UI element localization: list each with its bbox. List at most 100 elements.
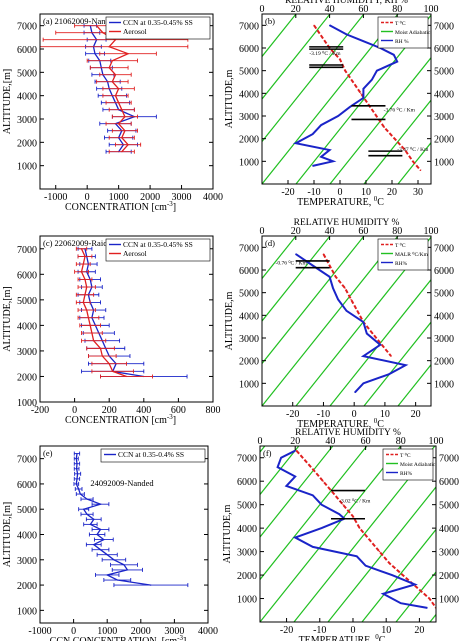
x-tick-label: 2000 bbox=[131, 626, 151, 637]
y-tick-label: 4000 bbox=[239, 89, 259, 100]
data-point bbox=[106, 554, 108, 556]
y-axis-label: ALTITUDE,m bbox=[224, 291, 235, 350]
x-axis-label: CCN CONCENTRATION, [cm-3] bbox=[50, 634, 187, 641]
data-point bbox=[285, 485, 287, 487]
y-tick-label: 2000 bbox=[17, 372, 37, 383]
x-tick-label: 20 bbox=[387, 187, 397, 198]
data-point bbox=[99, 347, 102, 349]
data-point bbox=[405, 364, 407, 366]
x-tick-label: 200 bbox=[102, 405, 117, 416]
x-tick-label: 0 bbox=[72, 405, 77, 416]
adiabat-line bbox=[0, 236, 92, 406]
data-point bbox=[294, 450, 296, 452]
data-point bbox=[83, 508, 85, 510]
data-point bbox=[76, 468, 78, 470]
adiabat-line bbox=[24, 236, 160, 406]
adiabat-line bbox=[464, 446, 474, 622]
y-tick-label-right: 3000 bbox=[434, 334, 454, 345]
y-tick-label-right: 3000 bbox=[439, 548, 459, 559]
plot-frame bbox=[39, 235, 214, 403]
data-point bbox=[332, 160, 334, 162]
lapse-rate-annotation: -0.76 ⁰C / Km bbox=[276, 259, 308, 266]
data-point bbox=[332, 287, 334, 289]
adiabat-line bbox=[260, 446, 402, 622]
adiabat-line bbox=[260, 446, 300, 496]
data-point bbox=[362, 97, 364, 99]
x2-tick-label: 60 bbox=[358, 226, 368, 237]
legend-label: T ⁰C bbox=[395, 20, 406, 27]
data-point bbox=[312, 133, 314, 135]
y-tick-label: 7000 bbox=[17, 22, 37, 33]
adiabat-line bbox=[262, 236, 365, 365]
x2-tick-label: 80 bbox=[392, 226, 402, 237]
adiabat-line bbox=[262, 14, 297, 58]
x2-tick-label: 100 bbox=[424, 226, 439, 237]
data-point bbox=[352, 81, 354, 83]
y-tick-label: 6000 bbox=[239, 44, 259, 55]
plot-frame bbox=[39, 13, 214, 190]
data-point bbox=[99, 549, 102, 551]
data-point bbox=[118, 123, 120, 125]
data-point bbox=[312, 264, 314, 267]
adiabat-line bbox=[363, 321, 431, 406]
data-point bbox=[344, 287, 346, 289]
data-point bbox=[337, 115, 339, 117]
data-point bbox=[82, 301, 84, 303]
legend-label: RH% bbox=[400, 471, 413, 477]
x-axis-label-close: C bbox=[379, 635, 386, 641]
data-point bbox=[78, 488, 80, 490]
x-axis-label-sup: 0 bbox=[375, 633, 379, 641]
plot-frame bbox=[259, 445, 437, 623]
adiabat-line bbox=[395, 571, 436, 622]
y-tick-label-right: 2000 bbox=[434, 357, 454, 368]
legend-label: CCN at 0.35-0.45% SS bbox=[123, 18, 193, 27]
data-point bbox=[121, 109, 123, 111]
x2-tick-label: 40 bbox=[325, 4, 335, 15]
data-point bbox=[99, 528, 102, 531]
y-tick-label: 2000 bbox=[17, 581, 37, 592]
data-point bbox=[400, 602, 402, 604]
x2-tick-label: 0 bbox=[260, 226, 265, 237]
data-point bbox=[80, 248, 83, 250]
data-point bbox=[111, 60, 113, 62]
y-axis-label: ALTITUDE,m bbox=[222, 504, 233, 563]
data-point bbox=[312, 494, 314, 496]
y-tick-label-right: 2000 bbox=[434, 135, 454, 146]
data-point bbox=[428, 597, 430, 600]
x-tick-label: 0 bbox=[350, 625, 355, 636]
adiabat-line bbox=[262, 14, 331, 100]
data-point bbox=[118, 88, 120, 90]
y-tick-label: 7000 bbox=[237, 454, 257, 465]
panel-label: (c) 22062009-Raichur bbox=[43, 238, 118, 248]
data-point bbox=[376, 70, 378, 72]
x-axis-label: CONCENTRATION [cm-3] bbox=[65, 413, 176, 426]
data-point bbox=[382, 593, 384, 595]
x-axis-label-sup: -3 bbox=[167, 413, 173, 421]
plot-frame bbox=[39, 445, 209, 624]
data-point bbox=[76, 463, 78, 465]
data-point bbox=[280, 457, 282, 459]
x2-tick-label: 20 bbox=[291, 4, 301, 15]
x-tick-label: -20 bbox=[280, 625, 293, 636]
y-tick-label: 3000 bbox=[239, 334, 259, 345]
y-tick-label-right: 5000 bbox=[434, 67, 454, 78]
y-tick-label: 5000 bbox=[237, 501, 257, 512]
y-tick-label: 3000 bbox=[237, 548, 257, 559]
y-tick-label: 2000 bbox=[17, 138, 37, 149]
lapse-rate-annotation: -3.19 ⁰C / Km bbox=[309, 50, 341, 57]
data-point bbox=[362, 88, 364, 90]
data-point bbox=[390, 355, 392, 357]
data-point bbox=[82, 263, 84, 265]
data-point bbox=[312, 546, 314, 548]
panel-label: (d) bbox=[265, 238, 275, 248]
chart-panel-4: 1000 2000 3000 4000 5000 6000 7000 -1000 0 1000 20… bbox=[2, 445, 218, 641]
adiabat-line bbox=[262, 14, 399, 184]
data-point bbox=[322, 253, 325, 255]
chart-panel-2: 1000 2000 3000 4000 5000 6000 7000 -200 0 200 400 6… bbox=[2, 235, 221, 426]
data-point bbox=[108, 363, 110, 365]
data-point bbox=[124, 116, 126, 118]
x-axis-label: TEMPERATURE, 0C bbox=[297, 195, 384, 208]
data-point bbox=[294, 475, 296, 478]
data-point bbox=[362, 321, 364, 323]
y-tick-label: 7000 bbox=[17, 245, 37, 256]
